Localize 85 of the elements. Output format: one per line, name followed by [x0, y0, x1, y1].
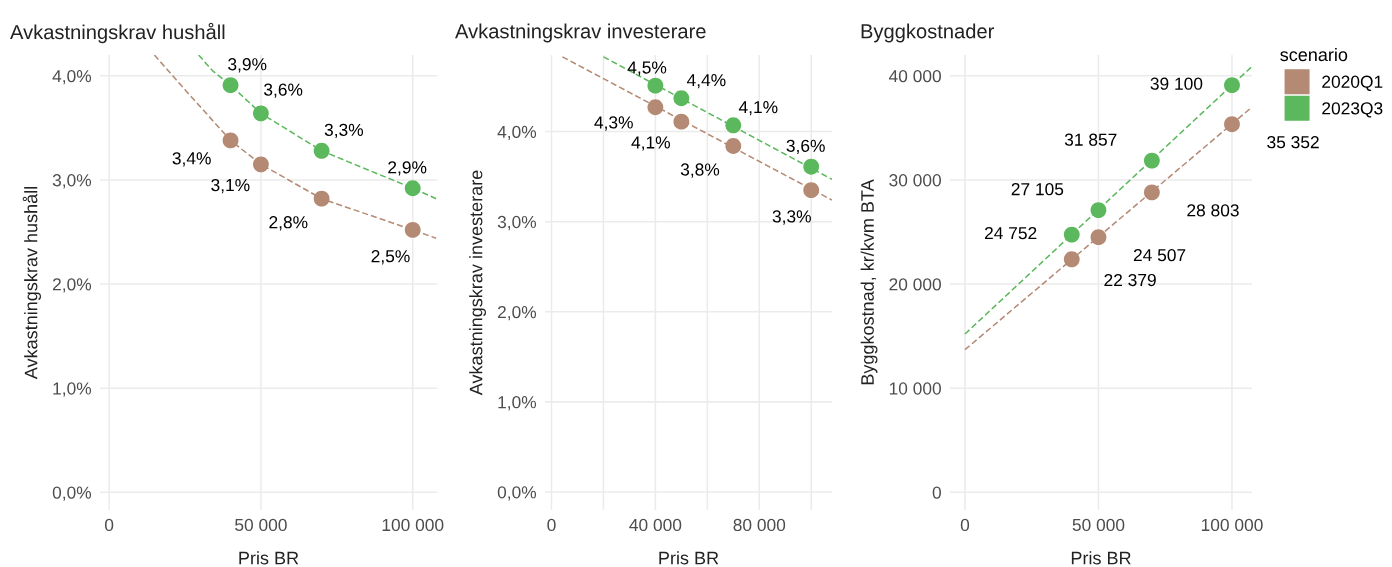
- x-tick-label: 0: [547, 518, 556, 532]
- legend-label: 2020Q1: [1322, 75, 1383, 91]
- x-axis-title: Pris BR: [239, 551, 299, 565]
- legend-title: scenario: [1280, 47, 1348, 62]
- x-tick-label: 0: [104, 518, 114, 532]
- data-label: 3,6%: [786, 139, 825, 154]
- y-tick-label: 2,0%: [52, 278, 92, 293]
- x-tick-label: 80 000: [733, 518, 786, 532]
- data-label: 3,9%: [228, 58, 267, 73]
- point: [1143, 184, 1160, 201]
- x-tick-label: 50 000: [235, 518, 287, 532]
- chart-title: Byggkostnader: [861, 23, 995, 43]
- data-label: 3,3%: [772, 210, 811, 225]
- data-label: 2,8%: [269, 216, 308, 231]
- point: [222, 132, 239, 149]
- point: [252, 156, 269, 173]
- data-label: 39 100: [1150, 77, 1203, 90]
- y-tick-label: 1,0%: [53, 382, 92, 397]
- data-label: 35 352: [1267, 136, 1319, 149]
- point: [1224, 116, 1240, 133]
- point: [1090, 202, 1107, 218]
- point: [1143, 152, 1160, 169]
- data-label: 28 803: [1187, 204, 1239, 217]
- data-label: 4,5%: [627, 61, 667, 76]
- data-label: 4,1%: [631, 136, 670, 151]
- data-label: 27 105: [1011, 183, 1064, 196]
- point: [404, 180, 421, 197]
- x-axis-title: Pris BR: [1071, 551, 1131, 565]
- data-label: 4,1%: [738, 101, 778, 116]
- data-label: 24 507: [1133, 248, 1186, 262]
- point: [252, 105, 269, 122]
- data-label: 24 752: [984, 226, 1037, 240]
- data-label: 2,5%: [371, 250, 410, 265]
- data-label: 3,1%: [211, 178, 250, 194]
- y-tick-label: 4,0%: [497, 125, 537, 141]
- data-label: 2,9%: [388, 161, 427, 176]
- y-tick-label: 40 000: [888, 69, 941, 83]
- data-label: 4,4%: [686, 74, 726, 89]
- point: [725, 117, 742, 134]
- y-tick-label: 3,0%: [497, 215, 537, 231]
- point: [1224, 77, 1240, 94]
- data-label: 22 379: [1104, 273, 1156, 287]
- data-label: 3,8%: [680, 163, 720, 178]
- x-tick-label: 40 000: [629, 518, 682, 532]
- y-tick-label: 0,0%: [52, 486, 92, 501]
- point: [1090, 229, 1107, 246]
- line-series: [153, 55, 437, 240]
- y-tick-label: 1,0%: [498, 396, 537, 411]
- y-tick-label: 0: [932, 486, 941, 499]
- y-tick-label: 2,0%: [497, 305, 537, 321]
- y-axis-title: Avkastningskrav hushåll: [22, 187, 41, 380]
- x-tick-label: 50 000: [1072, 518, 1125, 532]
- point: [313, 190, 330, 207]
- y-axis-title: Byggkostnad, kr/kvm BTA: [860, 179, 878, 385]
- y-tick-label: 20 000: [889, 278, 941, 291]
- data-label: 31 857: [1064, 133, 1117, 146]
- point: [647, 99, 664, 116]
- data-label: 3,3%: [324, 123, 364, 139]
- x-tick-label: 0: [960, 518, 970, 532]
- point: [725, 138, 742, 154]
- y-tick-label: 4,0%: [52, 69, 92, 85]
- point: [803, 182, 820, 199]
- point: [647, 77, 664, 94]
- data-label: 3,6%: [264, 83, 303, 98]
- point: [222, 77, 239, 94]
- point: [1063, 226, 1080, 243]
- chart-title: Avkastningskrav hushåll: [10, 22, 225, 44]
- point: [313, 142, 330, 159]
- y-tick-label: 10 000: [889, 382, 941, 395]
- point: [673, 113, 690, 130]
- y-tick-label: 3,0%: [52, 174, 92, 189]
- y-tick-label: 0,0%: [497, 486, 537, 501]
- y-tick-label: 30 000: [889, 174, 941, 187]
- legend-label: 2023Q3: [1322, 102, 1383, 118]
- chart-title: Avkastningskrav investerare: [455, 23, 706, 43]
- data-label: 4,3%: [594, 116, 633, 131]
- data-label: 3,4%: [172, 152, 211, 167]
- point: [1063, 251, 1080, 268]
- x-tick-label: 100 000: [382, 518, 444, 532]
- y-axis-title: Avkastningskrav investerare: [469, 170, 486, 396]
- point: [404, 222, 421, 238]
- point: [803, 158, 820, 175]
- x-axis-title: Pris BR: [659, 551, 719, 565]
- point: [673, 90, 690, 107]
- x-tick-label: 100 000: [1201, 518, 1263, 532]
